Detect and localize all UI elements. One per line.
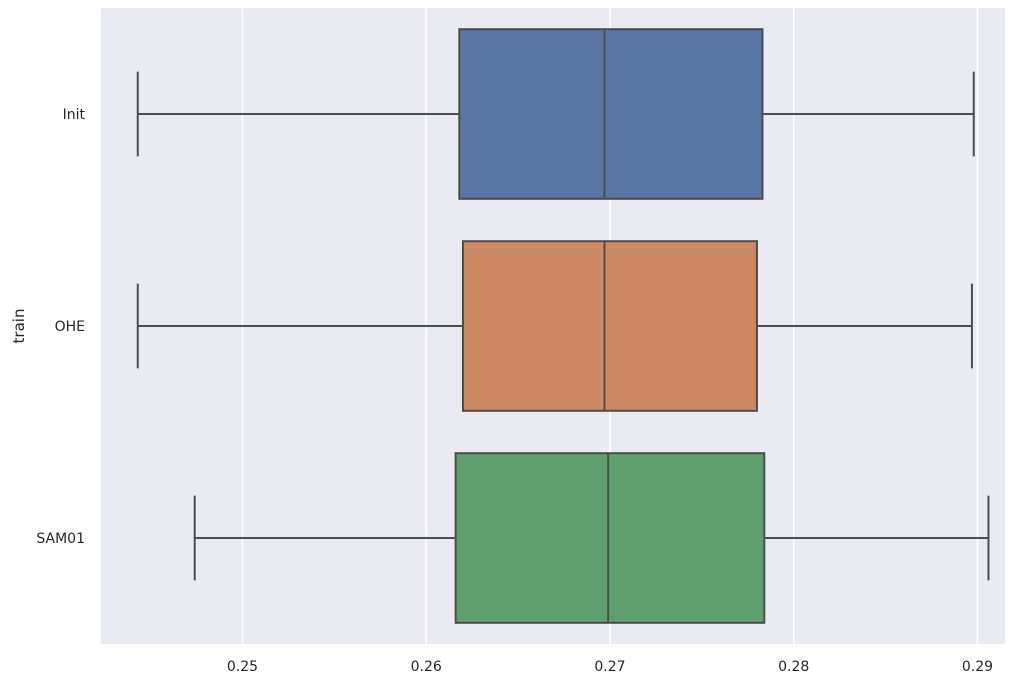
y-tick-label: Init (63, 107, 86, 123)
iqr-box (458, 28, 764, 200)
y-tick-label: SAM01 (36, 531, 85, 547)
y-tick-labels: Init OHE SAM01 (36, 107, 85, 547)
y-axis-label: train (10, 309, 28, 344)
x-tick-label: 0.27 (594, 659, 625, 675)
x-tick-label: 0.26 (411, 659, 442, 675)
iqr-box (454, 452, 766, 624)
box-group-init (136, 28, 975, 200)
box-group-ohe (136, 240, 973, 412)
x-tick-label: 0.25 (227, 659, 258, 675)
box-group-sam01 (193, 452, 990, 624)
x-tick-labels: 0.25 0.26 0.27 0.28 0.29 (227, 659, 993, 675)
y-tick-label: OHE (55, 319, 85, 335)
iqr-box (461, 240, 758, 412)
boxes (136, 28, 990, 624)
x-tick-label: 0.28 (778, 659, 809, 675)
x-tick-label: 0.29 (962, 659, 993, 675)
